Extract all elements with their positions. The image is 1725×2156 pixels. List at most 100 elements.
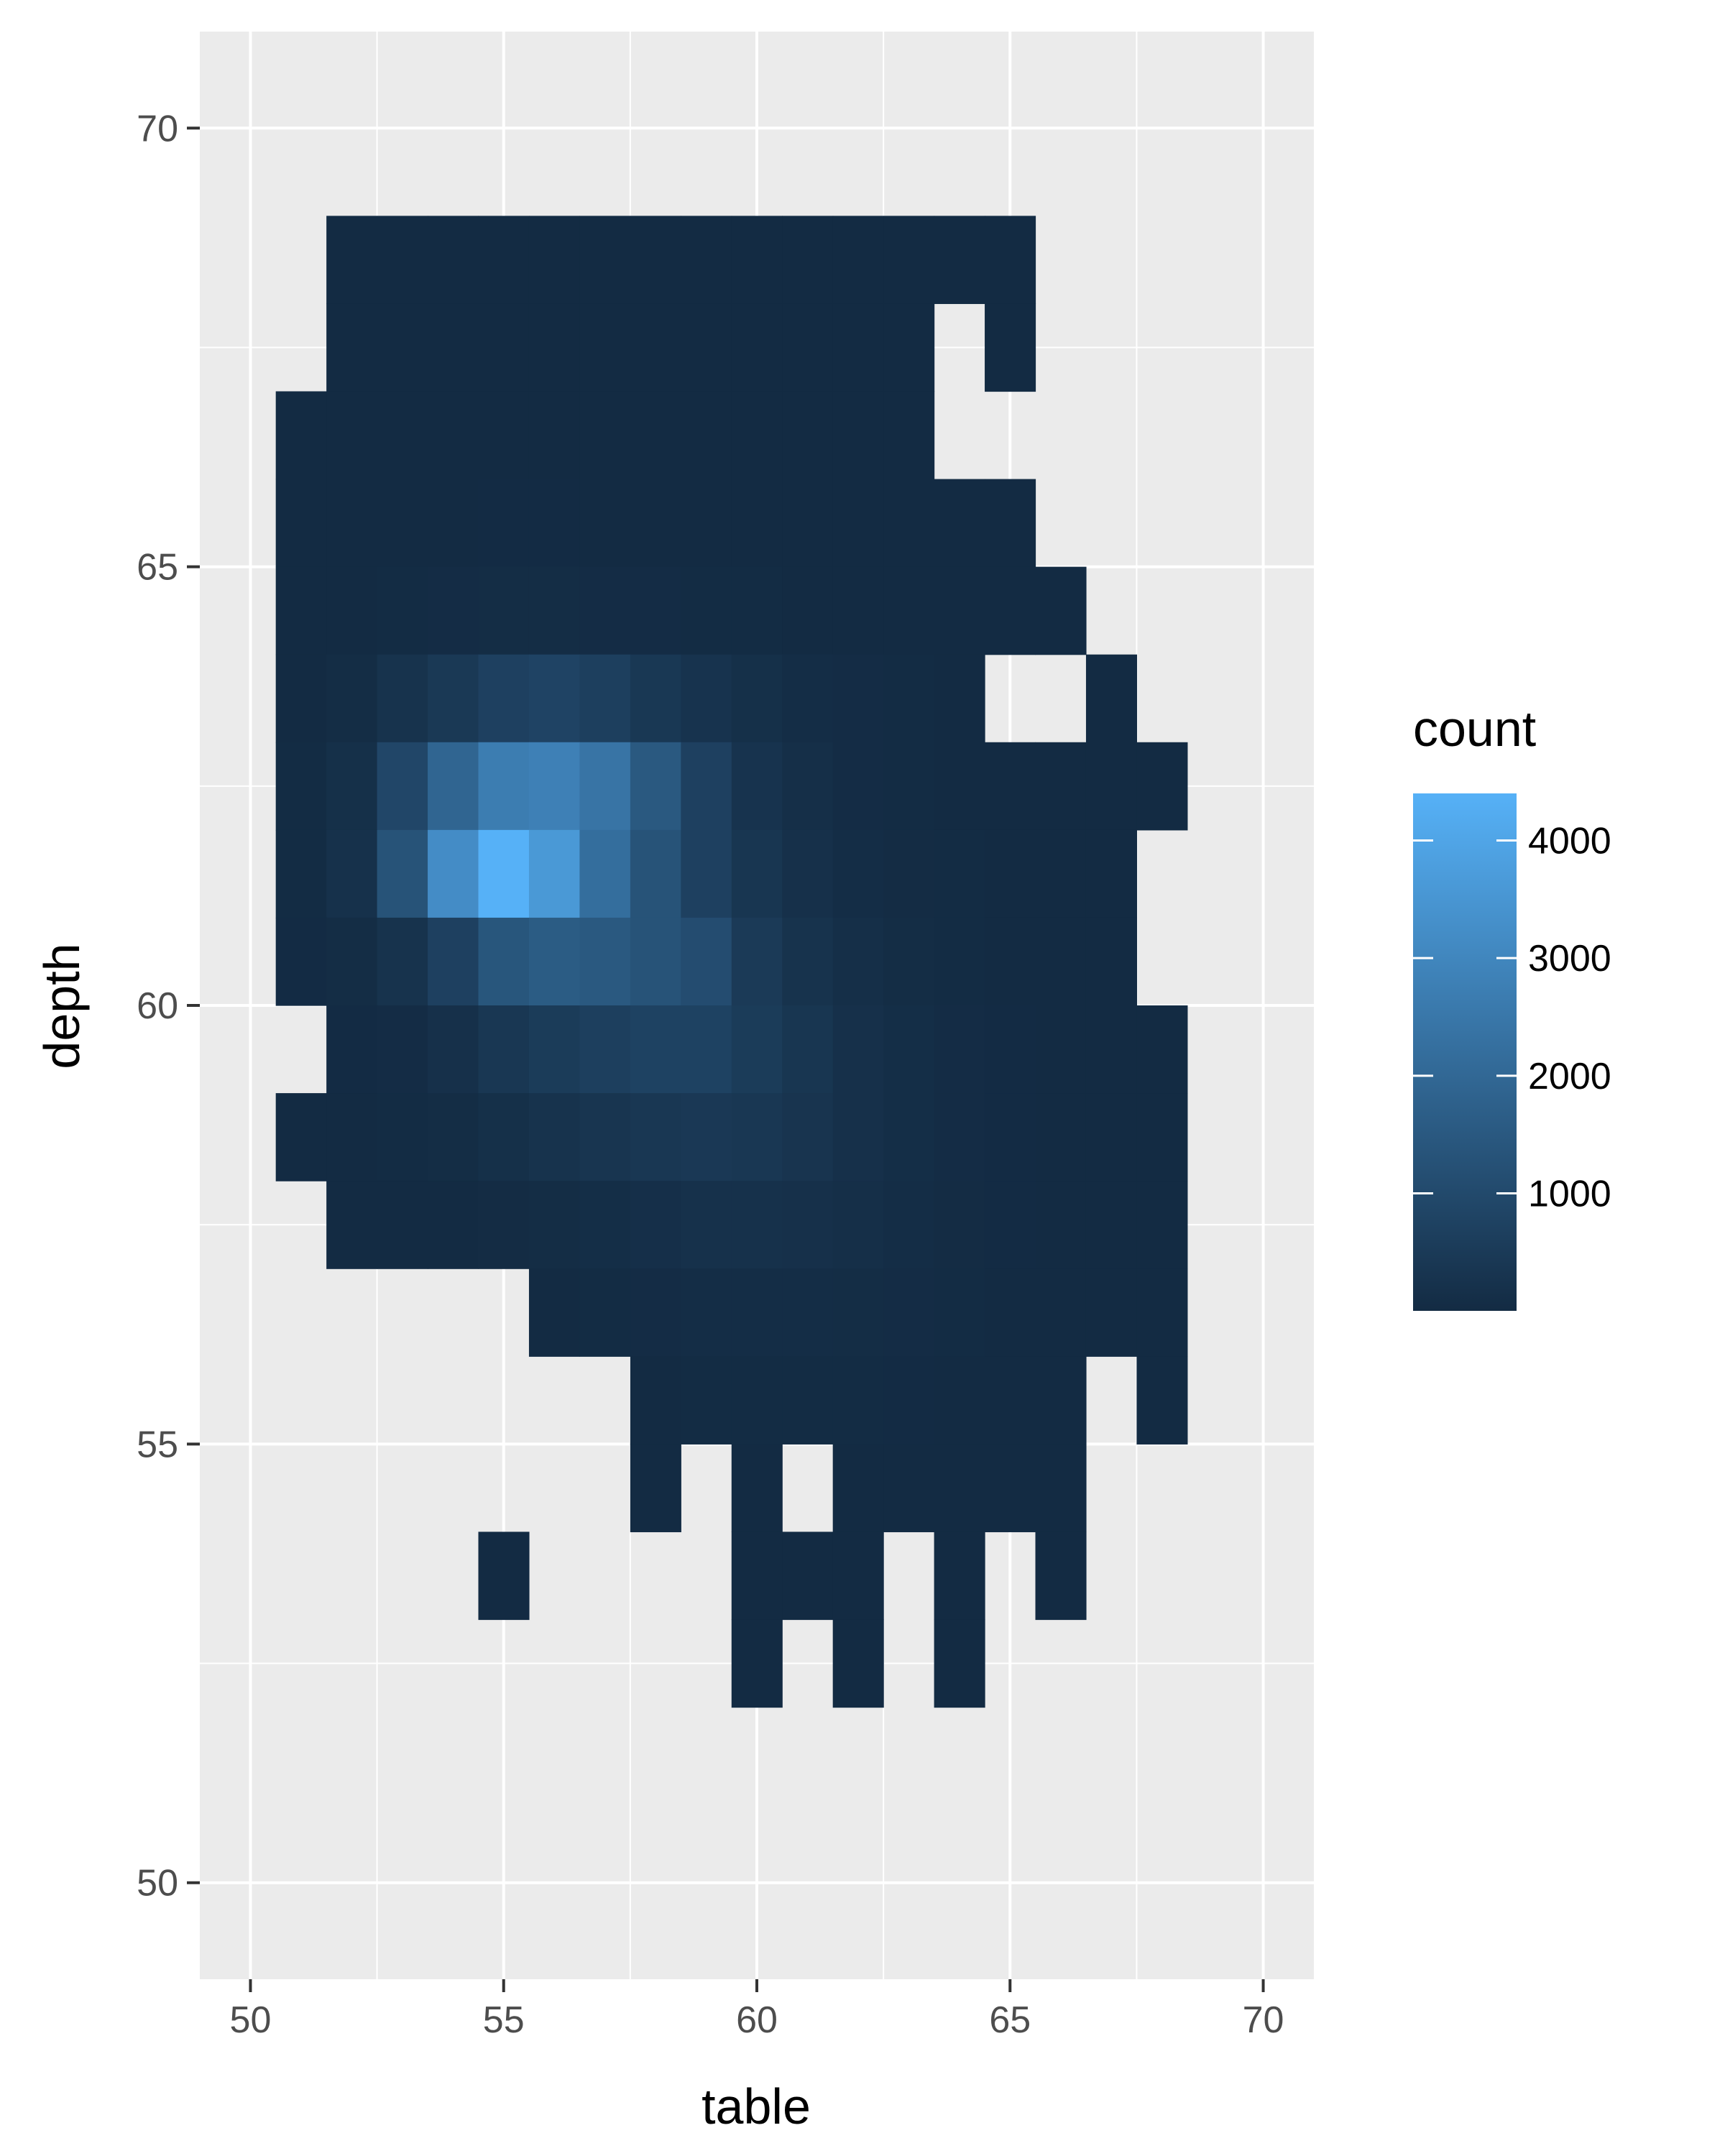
heatmap-tile — [985, 479, 1036, 568]
heatmap-tiles — [275, 216, 1188, 1708]
heatmap-tile — [782, 1531, 834, 1621]
heatmap-tile — [681, 829, 732, 918]
heatmap-tile — [681, 566, 732, 655]
heatmap-tile — [883, 1093, 935, 1181]
heatmap-tile — [579, 479, 631, 568]
x-tick-label: 50 — [230, 1999, 272, 2041]
heatmap-tile — [832, 1619, 884, 1708]
heatmap-tile — [428, 654, 479, 743]
heatmap-tile — [832, 654, 884, 743]
heatmap-tile — [1085, 1268, 1138, 1357]
heatmap-tile — [883, 654, 935, 743]
heatmap-tile — [1136, 1181, 1188, 1269]
heatmap-tile — [782, 917, 834, 1006]
heatmap-tile — [883, 742, 935, 831]
heatmap-tile — [883, 479, 935, 568]
heatmap-tile — [630, 654, 681, 743]
legend-title: count — [1413, 701, 1536, 757]
heatmap-tile — [579, 829, 631, 918]
heatmap-tile — [832, 566, 884, 655]
heatmap-tile — [681, 479, 732, 568]
y-tick-label: 60 — [137, 985, 178, 1027]
heatmap-tile — [377, 1181, 428, 1269]
x-tick-label: 60 — [736, 1999, 778, 2041]
color-legend: count 1000 2000 3000 4000 — [1413, 701, 1611, 1311]
heatmap-tile — [428, 1005, 479, 1094]
heatmap-tile — [1136, 742, 1188, 831]
heatmap-tile — [934, 216, 985, 305]
heatmap-tile — [528, 303, 581, 392]
legend-label: 4000 — [1528, 820, 1611, 862]
heatmap-tile — [934, 1531, 985, 1621]
heatmap-tile — [731, 1356, 783, 1445]
heatmap-tile — [377, 566, 428, 655]
heatmap-tile — [528, 829, 581, 918]
heatmap-tile — [934, 1181, 985, 1269]
heatmap-tile — [630, 566, 681, 655]
y-axis-title: depth — [34, 943, 90, 1069]
heatmap-tile — [782, 391, 834, 480]
heatmap-tile — [377, 917, 428, 1006]
heatmap-tile — [883, 1181, 935, 1269]
x-axis-title: table — [702, 2078, 811, 2134]
heatmap-tile — [630, 1356, 681, 1445]
heatmap-tile — [1035, 1531, 1087, 1621]
heatmap-tile — [478, 1093, 530, 1181]
heatmap-tile — [1035, 1005, 1087, 1094]
heatmap-tile — [985, 1093, 1036, 1181]
heatmap-tile — [478, 742, 530, 831]
heatmap-tile — [832, 479, 884, 568]
legend-colorbar — [1413, 793, 1517, 1311]
heatmap-tile — [326, 566, 378, 655]
heatmap-tile — [934, 1444, 985, 1533]
heatmap-tile — [428, 829, 479, 918]
heatmap-tile — [934, 654, 985, 743]
heatmap-tile — [883, 216, 935, 305]
heatmap-tile — [579, 1005, 631, 1094]
heatmap-tile — [326, 917, 378, 1006]
heatmap-tile — [934, 1619, 985, 1708]
heatmap-tile — [630, 303, 681, 392]
heatmap-tile — [782, 1181, 834, 1269]
legend-label: 2000 — [1528, 1056, 1611, 1097]
heatmap-tile — [377, 829, 428, 918]
heatmap-tile — [630, 1181, 681, 1269]
heatmap-tile — [782, 654, 834, 743]
heatmap-tile — [528, 917, 581, 1006]
heatmap-tile — [326, 1181, 378, 1269]
heatmap-tile — [1035, 1181, 1087, 1269]
heatmap-tile — [934, 566, 985, 655]
heatmap-tile — [832, 1093, 884, 1181]
heatmap-tile — [731, 917, 783, 1006]
heatmap-tile — [326, 216, 378, 305]
heatmap-tile — [579, 742, 631, 831]
heatmap-tile — [782, 1356, 834, 1445]
heatmap-tile — [630, 1005, 681, 1094]
heatmap-tile — [731, 1181, 783, 1269]
heatmap-tile — [630, 917, 681, 1006]
heatmap-tile — [478, 1005, 530, 1094]
heatmap-tile — [630, 479, 681, 568]
heatmap-tile — [326, 742, 378, 831]
heatmap-tile — [731, 1268, 783, 1357]
heatmap-tile — [579, 566, 631, 655]
heatmap-tile — [832, 742, 884, 831]
heatmap-tile — [1035, 1356, 1087, 1445]
heatmap-tile — [478, 1531, 530, 1621]
heatmap-tile — [731, 566, 783, 655]
heatmap-tile — [782, 829, 834, 918]
heatmap-tile — [832, 1356, 884, 1445]
heatmap-tile — [985, 216, 1036, 305]
heatmap-tile — [782, 479, 834, 568]
heatmap-tile — [985, 917, 1036, 1006]
heatmap-tile — [681, 216, 732, 305]
heatmap-tile — [1035, 742, 1087, 831]
heatmap-tile — [985, 1181, 1036, 1269]
heatmap-tile — [1136, 1093, 1188, 1181]
heatmap-tile — [985, 1268, 1036, 1357]
x-tick-label: 65 — [989, 1999, 1031, 2041]
heatmap-tile — [1136, 1268, 1188, 1357]
heatmap-tile — [528, 1268, 581, 1357]
heatmap-tile — [832, 1005, 884, 1094]
heatmap-tile — [275, 917, 327, 1006]
